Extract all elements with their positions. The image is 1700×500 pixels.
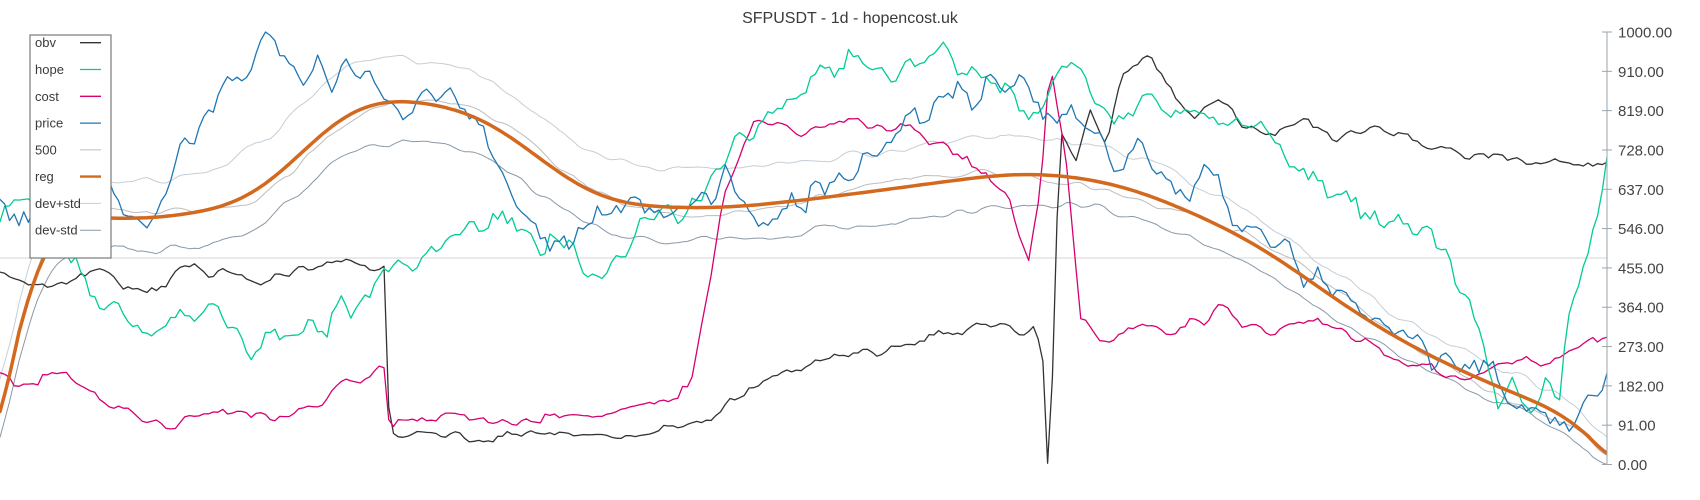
svg-text:91.00: 91.00 bbox=[1618, 418, 1656, 435]
svg-text:1000.00: 1000.00 bbox=[1618, 25, 1672, 42]
svg-text:364.00: 364.00 bbox=[1618, 300, 1664, 317]
svg-text:reg: reg bbox=[35, 169, 54, 184]
svg-text:455.00: 455.00 bbox=[1618, 260, 1664, 277]
svg-text:dev-std: dev-std bbox=[35, 223, 78, 238]
svg-text:273.00: 273.00 bbox=[1618, 339, 1664, 356]
svg-text:dev+std: dev+std bbox=[35, 196, 81, 211]
svg-text:SFPUSDT - 1d - hopencost.uk: SFPUSDT - 1d - hopencost.uk bbox=[742, 10, 959, 27]
svg-text:price: price bbox=[35, 116, 63, 131]
svg-text:182.00: 182.00 bbox=[1618, 378, 1664, 395]
svg-text:546.00: 546.00 bbox=[1618, 221, 1664, 238]
svg-text:728.00: 728.00 bbox=[1618, 142, 1664, 159]
svg-text:637.00: 637.00 bbox=[1618, 182, 1664, 199]
svg-text:500: 500 bbox=[35, 142, 57, 157]
svg-text:819.00: 819.00 bbox=[1618, 103, 1664, 120]
svg-text:0.00: 0.00 bbox=[1618, 457, 1647, 474]
svg-text:cost: cost bbox=[35, 89, 59, 104]
svg-text:hope: hope bbox=[35, 62, 64, 77]
svg-text:910.00: 910.00 bbox=[1618, 64, 1664, 81]
svg-text:obv: obv bbox=[35, 35, 56, 50]
